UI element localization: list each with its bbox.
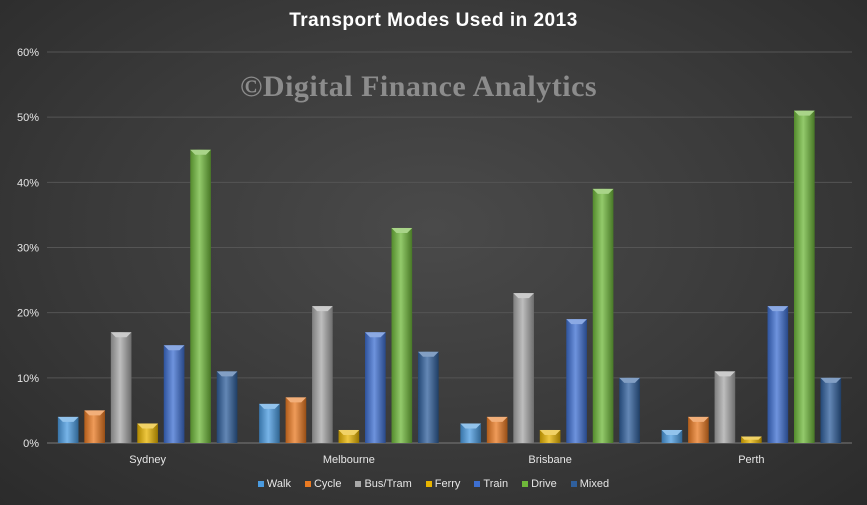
bar-cycle-sydney (84, 410, 105, 443)
x-tick-label: Melbourne (323, 454, 375, 466)
y-tick-label: 10% (17, 373, 39, 385)
watermark-text: ©Digital Finance Analytics (240, 70, 598, 103)
bar-cap (592, 188, 614, 194)
legend-label: Train (483, 478, 509, 490)
bar-drive-perth (794, 110, 815, 444)
bar-cap (57, 416, 79, 422)
bar-cap (163, 345, 185, 351)
x-tick-label: Sydney (129, 454, 166, 466)
bar-cap (259, 403, 280, 409)
y-tick-label: 30% (17, 243, 39, 255)
legend-label: Mixed (579, 478, 610, 490)
bar-cap (84, 410, 105, 416)
bar-cap (216, 371, 238, 377)
legend-swatch (304, 481, 311, 487)
y-tick-label: 0% (23, 438, 39, 450)
bar-mixed-sydney (216, 371, 238, 443)
bar-bus-tram-sydney (110, 332, 132, 443)
legend-item: Cycle (304, 478, 342, 490)
bar-cap (566, 319, 587, 325)
bar-train-brisbane (566, 319, 587, 443)
bar-cap (714, 371, 736, 377)
bar-train-melbourne (365, 332, 386, 443)
bar-cap (460, 423, 482, 429)
bar-cap (285, 397, 307, 403)
chart-title: Transport Modes Used in 2013 (289, 10, 578, 31)
bar-cap (110, 332, 132, 338)
bar-train-sydney (163, 345, 185, 443)
bar-cap (365, 332, 386, 338)
legend-swatch (257, 481, 264, 487)
chart-legend: Walk Cycle Bus/Tram Ferry Train Drive Mixed (0, 478, 867, 490)
bar-drive-brisbane (592, 188, 614, 443)
legend-item: Walk (257, 478, 291, 490)
bar-bus-tram-perth (714, 371, 736, 443)
bar-cap (137, 423, 158, 429)
legend-swatch (570, 481, 577, 487)
legend-item: Train (474, 478, 508, 490)
legend-swatch (355, 481, 362, 487)
bar-cap (619, 377, 640, 383)
bar-train-perth (767, 306, 789, 443)
bar-mixed-brisbane (619, 377, 640, 443)
legend-swatch (522, 481, 529, 487)
legend-item: Mixed (570, 478, 610, 490)
bar-cap (767, 306, 789, 312)
legend-item: Drive (522, 478, 557, 490)
bar-bus-tram-brisbane (513, 293, 534, 443)
bar-walk-sydney (57, 416, 79, 443)
legend-swatch (425, 481, 432, 487)
legend-label: Ferry (434, 478, 461, 490)
legend-item: Ferry (425, 478, 461, 490)
bar-cycle-melbourne (285, 397, 307, 443)
legend-label: Walk (266, 478, 291, 490)
bar-cap (312, 306, 333, 312)
bar-cap (741, 436, 762, 440)
bar-cap (820, 377, 842, 383)
bar-cap (794, 110, 815, 116)
bar-drive-sydney (190, 149, 211, 443)
bar-cap (417, 351, 439, 357)
bar-cap (190, 149, 211, 155)
bar-cap (539, 429, 561, 435)
bar-cap (688, 416, 709, 422)
y-tick-label: 50% (17, 112, 39, 124)
legend-label: Cycle (313, 478, 342, 490)
x-tick-label: Brisbane (528, 454, 571, 466)
y-tick-label: 60% (17, 47, 39, 59)
bar-cap (391, 227, 413, 233)
y-tick-label: 20% (17, 308, 39, 320)
y-tick-label: 40% (17, 177, 39, 189)
bar-cycle-brisbane (486, 416, 508, 443)
bar-bus-tram-melbourne (312, 306, 333, 443)
bar-mixed-perth (820, 377, 842, 443)
legend-swatch (474, 481, 481, 487)
legend-item: Bus/Tram (355, 478, 412, 490)
bar-cap (338, 429, 360, 435)
bar-mixed-melbourne (417, 351, 439, 443)
x-tick-label: Perth (738, 454, 764, 466)
bar-walk-melbourne (259, 403, 280, 443)
bar-cycle-perth (688, 416, 709, 443)
legend-label: Drive (531, 478, 557, 490)
bar-cap (513, 293, 534, 299)
bar-drive-melbourne (391, 227, 413, 443)
bar-cap (661, 429, 683, 435)
bar-cap (486, 416, 508, 422)
legend-label: Bus/Tram (364, 478, 412, 490)
